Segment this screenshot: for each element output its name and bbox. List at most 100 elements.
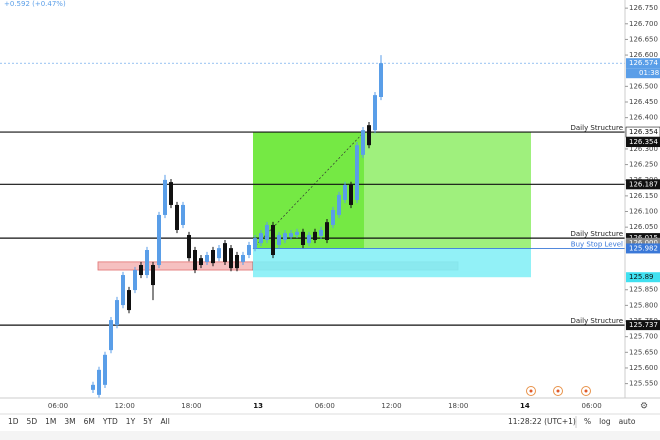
candle-body	[163, 179, 167, 215]
candle-body	[349, 184, 353, 205]
y-tick-label: 126.600	[629, 51, 658, 59]
candle-body	[91, 384, 95, 390]
level-label: 125.737	[629, 321, 658, 329]
candle-body	[115, 300, 119, 326]
alert-dot	[584, 389, 588, 393]
candle-body	[343, 184, 347, 200]
candle-body	[247, 244, 251, 256]
range-button[interactable]: YTD	[102, 417, 118, 426]
range-button[interactable]: 6M	[84, 417, 95, 426]
y-tick-label: 126.650	[629, 35, 658, 43]
countdown: 01:38	[639, 69, 659, 77]
candle-body	[157, 214, 161, 266]
candle-body	[361, 130, 365, 155]
alert-dot	[556, 389, 560, 393]
candle-body	[259, 233, 263, 244]
level-label-box	[626, 137, 660, 148]
last-price-label-box	[626, 58, 660, 69]
target-label: 126.354	[629, 128, 658, 136]
y-tick-label: 125.800	[629, 301, 658, 309]
range-button[interactable]: 5D	[27, 417, 38, 426]
candle-body	[289, 233, 293, 237]
y-tick-label: 126.050	[629, 223, 658, 231]
x-tick-label: 18:00	[181, 402, 201, 410]
x-tick-label: 18:00	[448, 402, 468, 410]
level-label: 126.354	[629, 138, 658, 146]
candle-body	[187, 234, 191, 259]
candle-body	[379, 63, 383, 97]
stop-box	[253, 248, 531, 278]
candle-body	[181, 204, 185, 225]
y-tick-label: 126.450	[629, 98, 658, 106]
alert-dot	[529, 389, 533, 393]
stop-label-box	[626, 272, 660, 283]
buy-stop-label: 125.982	[629, 244, 658, 252]
range-button[interactable]: All	[161, 417, 170, 426]
x-tick-label: 12:00	[115, 402, 135, 410]
candle-body	[367, 125, 371, 146]
option-button[interactable]: log	[599, 417, 611, 426]
level-text: Daily Structure	[571, 317, 624, 325]
candle-body	[211, 250, 215, 264]
candle-body	[169, 182, 173, 205]
level-label-box	[626, 179, 660, 190]
option-button[interactable]: %	[584, 417, 591, 426]
range-button[interactable]: 3M	[64, 417, 75, 426]
range-button[interactable]: 1M	[45, 417, 56, 426]
buy-stop-text: Buy Stop Level	[571, 240, 623, 248]
candle-body	[325, 222, 329, 240]
candle-body	[199, 258, 203, 266]
settings-icon: ⚙	[640, 402, 648, 412]
candle-body	[265, 224, 269, 240]
candle-body	[175, 204, 179, 230]
y-tick-label: 126.500	[629, 82, 658, 90]
candle-body	[127, 290, 131, 311]
candle-body	[313, 231, 317, 240]
y-tick-label: 125.700	[629, 333, 658, 341]
x-tick-label: 13	[253, 402, 263, 410]
level-text: Daily Structure	[571, 230, 624, 238]
countdown-box	[626, 68, 660, 79]
last-price-label: 126.574	[629, 59, 658, 67]
y-tick-label: 126.700	[629, 20, 658, 28]
candle-body	[217, 248, 221, 259]
y-tick-label: 126.300	[629, 145, 658, 153]
y-tick-label: 125.650	[629, 348, 658, 356]
range-button[interactable]: 1Y	[126, 417, 136, 426]
candle-body	[121, 275, 125, 306]
candle-body	[301, 231, 305, 245]
crosshair-label: 126.000	[629, 239, 658, 247]
y-tick-label: 125.850	[629, 286, 658, 294]
candle-body	[103, 354, 107, 385]
candle-body	[253, 238, 257, 249]
profit-box	[364, 132, 531, 249]
candle-body	[223, 243, 227, 262]
candle-body	[319, 229, 323, 236]
candle-body	[109, 320, 113, 351]
level-text: Daily Structure	[571, 124, 624, 132]
crosshair-label-box	[626, 237, 660, 248]
candle-body	[151, 265, 155, 286]
y-tick-label: 126.150	[629, 192, 658, 200]
option-button[interactable]: auto	[619, 417, 636, 426]
x-tick-label: 12:00	[381, 402, 401, 410]
x-tick-label: 06:00	[582, 402, 602, 410]
stop-label: 125.89	[629, 273, 654, 281]
x-tick-label: 06:00	[48, 402, 68, 410]
candle-body	[331, 209, 335, 225]
candle-body	[337, 194, 341, 215]
candle-body	[277, 234, 281, 245]
level-label-box	[626, 320, 660, 331]
candle-body	[373, 95, 377, 131]
y-tick-label: 126.250	[629, 161, 658, 169]
candle-body	[229, 248, 233, 269]
range-button[interactable]: 5Y	[143, 417, 153, 426]
change-label: +0.592 (+0.47%)	[4, 0, 66, 8]
candle-body	[133, 270, 137, 291]
y-tick-label: 125.600	[629, 364, 658, 372]
footer	[0, 431, 660, 440]
position-path	[252, 131, 365, 249]
range-button[interactable]: 1D	[8, 417, 19, 426]
candle-body	[307, 234, 311, 244]
